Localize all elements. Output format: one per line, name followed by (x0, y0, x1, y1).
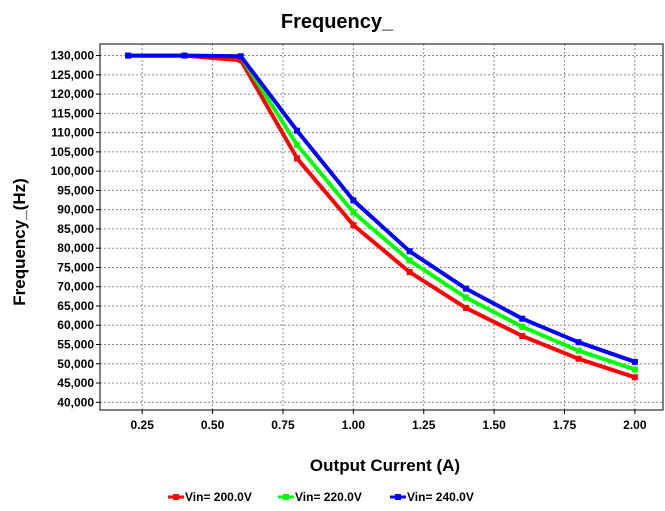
series-line (128, 53, 636, 380)
y-tick-label: 40,000 (57, 395, 94, 409)
plot-area (99, 43, 664, 411)
y-axis-label: Frequency_(Hz) (10, 178, 29, 306)
legend-item: Vin= 220.0V (278, 490, 362, 504)
y-tick-label: 110,000 (51, 126, 94, 140)
series-line (128, 53, 636, 364)
data-point (631, 374, 638, 381)
legend-marker (395, 494, 401, 500)
y-tick-label: 125,000 (51, 68, 95, 82)
data-point (294, 141, 301, 148)
x-tick-label: 1.75 (553, 418, 577, 432)
legend-item: Vin= 200.0V (168, 490, 252, 504)
y-tick-label: 90,000 (57, 203, 94, 217)
data-point (237, 57, 244, 64)
data-point (294, 155, 301, 162)
y-tick-label: 75,000 (57, 260, 94, 274)
data-point (631, 366, 638, 373)
y-tick-label: 85,000 (57, 222, 94, 236)
y-tick-label: 95,000 (57, 183, 94, 197)
data-point (406, 248, 413, 255)
series-0 (125, 52, 638, 381)
y-tick-label: 100,000 (51, 164, 95, 178)
legend-marker (173, 494, 179, 500)
y-tick-label: 115,000 (51, 106, 94, 120)
series-line (128, 53, 636, 372)
x-tick-label: 1.50 (482, 418, 506, 432)
data-point (519, 315, 526, 322)
data-point (575, 347, 582, 354)
data-point (575, 339, 582, 346)
x-axis-label: Output Current (A) (310, 456, 460, 475)
y-tick-label: 120,000 (51, 87, 95, 101)
legend: Vin= 200.0V Vin= 220.0V Vin= 240.0V (168, 490, 474, 504)
legend-marker (283, 494, 289, 500)
x-tick-label: 2.00 (623, 418, 647, 432)
y-tick-label: 55,000 (57, 338, 94, 352)
y-tick-label: 45,000 (57, 376, 94, 390)
legend-label: Vin= 220.0V (295, 490, 362, 504)
data-point (350, 197, 357, 204)
data-point (406, 269, 413, 276)
data-point (462, 285, 469, 292)
data-point (294, 127, 301, 134)
legend-item: Vin= 240.0V (390, 490, 474, 504)
series-2 (125, 52, 638, 365)
y-axis-ticks: 40,000 45,000 50,000 55,000 60,000 65,000 70,0… (51, 49, 100, 409)
data-point (631, 358, 638, 365)
x-tick-label: 1.25 (412, 418, 436, 432)
y-tick-label: 60,000 (57, 318, 94, 332)
data-point (125, 52, 132, 59)
series-1 (125, 52, 638, 373)
x-tick-label: 0.50 (201, 418, 225, 432)
data-point (237, 53, 244, 60)
data-point (406, 257, 413, 264)
data-point (350, 209, 357, 216)
x-tick-label: 0.25 (131, 418, 155, 432)
gridlines (100, 44, 663, 410)
legend-label: Vin= 200.0V (185, 490, 252, 504)
data-point (462, 294, 469, 301)
data-point (350, 222, 357, 229)
y-tick-label: 130,000 (51, 49, 95, 63)
x-tick-label: 1.00 (342, 418, 366, 432)
x-axis-ticks: 0.25 0.50 0.75 1.00 1.25 1.50 1.75 2.00 (131, 410, 647, 432)
data-point (519, 323, 526, 330)
y-tick-label: 80,000 (57, 241, 94, 255)
y-tick-label: 105,000 (51, 145, 95, 159)
data-point (181, 52, 188, 59)
data-point (575, 355, 582, 362)
y-tick-label: 50,000 (57, 357, 94, 371)
y-tick-label: 65,000 (57, 299, 94, 313)
data-point (462, 304, 469, 311)
x-tick-label: 0.75 (271, 418, 295, 432)
y-tick-label: 70,000 (57, 280, 94, 294)
data-point (519, 333, 526, 340)
legend-label: Vin= 240.0V (407, 490, 474, 504)
series-layer (125, 52, 638, 381)
chart-title: Frequency_ (281, 11, 394, 33)
